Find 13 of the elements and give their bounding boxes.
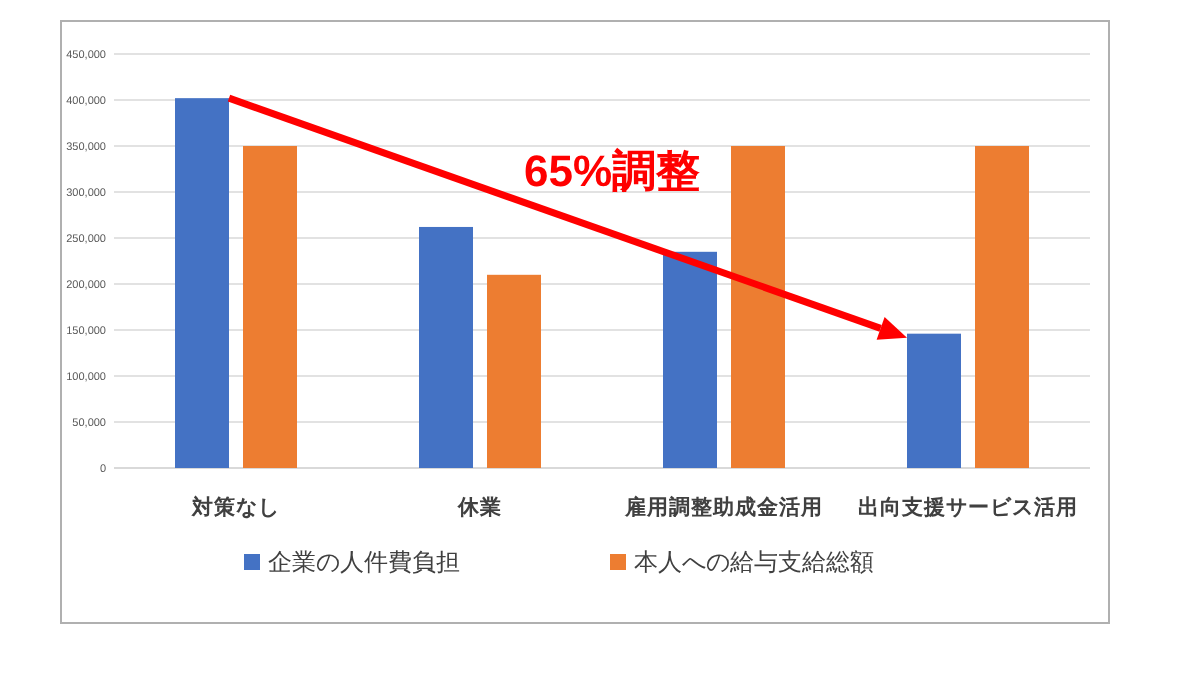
x-tick-label: 出向支援サービス活用: [858, 494, 1078, 520]
bar: [663, 251, 717, 468]
bar: [175, 98, 229, 468]
bar: [243, 146, 297, 468]
bar: [731, 146, 785, 468]
bar: [907, 333, 961, 468]
bar: [975, 146, 1029, 468]
annotation: 65%調整: [523, 146, 701, 196]
x-tick-label: 休業: [456, 494, 502, 520]
x-tick-label: 雇用調整助成金活用: [623, 494, 823, 520]
x-tick-label: 対策なし: [190, 494, 280, 520]
bar: [419, 226, 473, 468]
bar: [487, 274, 541, 468]
